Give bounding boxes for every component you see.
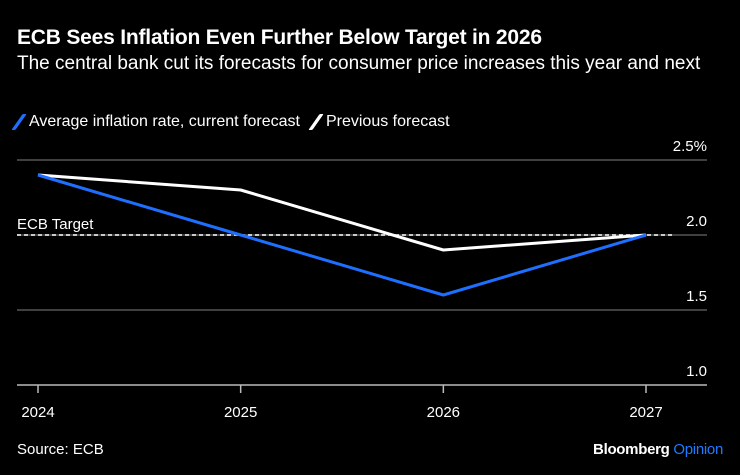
legend-label: Previous forecast [325, 113, 450, 130]
brand-logo: Bloomberg Opinion [593, 441, 723, 458]
legend-item-previous: Previous forecast [308, 113, 450, 131]
x-tick-label: 2026 [427, 404, 460, 421]
chart-subtitle: The central bank cut its forecasts for c… [17, 53, 701, 74]
legend-label: Average inflation rate, current forecast [29, 113, 300, 130]
x-tick-label: 2024 [21, 404, 54, 421]
series-line-current [37, 173, 647, 297]
chart-title: ECB Sees Inflation Even Further Below Ta… [17, 26, 542, 49]
series-line-previous [37, 173, 647, 252]
y-tick-label: 1.5 [686, 288, 707, 305]
y-tick-label: 2.0 [686, 213, 707, 230]
x-tick-label: 2027 [629, 404, 662, 421]
source-note: Source: ECB [17, 441, 104, 458]
legend: Average inflation rate, current forecast… [11, 113, 450, 131]
x-tick-label: 2025 [224, 404, 257, 421]
y-tick-label: 2.5% [673, 138, 707, 155]
target-label: ECB Target [17, 216, 94, 233]
y-tick-label: 1.0 [686, 363, 707, 380]
legend-item-current: Average inflation rate, current forecast [11, 113, 300, 131]
